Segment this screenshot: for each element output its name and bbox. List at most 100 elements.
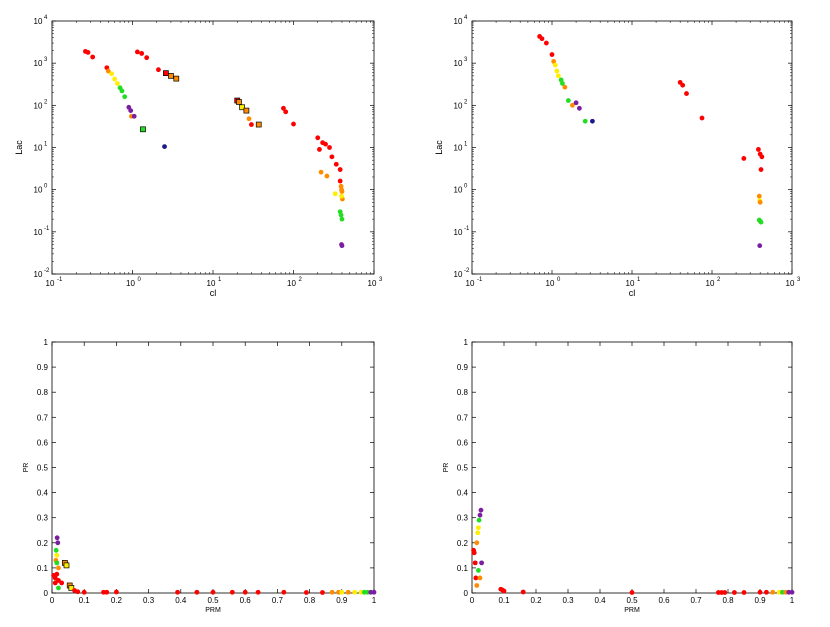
x-tick-label: 0.6 xyxy=(658,596,670,605)
y-tick-label: 10 xyxy=(34,186,43,195)
data-point xyxy=(281,105,286,111)
data-point xyxy=(756,193,762,199)
data-point xyxy=(333,161,339,167)
data-point xyxy=(789,589,795,595)
data-point xyxy=(156,67,161,73)
data-point xyxy=(303,590,309,595)
x-tick-exponent: -1 xyxy=(57,277,63,283)
data-point xyxy=(759,154,765,160)
data-point xyxy=(128,108,134,114)
y-tick-exponent: 4 xyxy=(44,15,48,21)
data-point xyxy=(680,82,686,88)
y-axis-label: Lac xyxy=(434,140,444,155)
data-point xyxy=(474,540,480,546)
y-tick-label: 10 xyxy=(454,101,463,110)
data-point xyxy=(476,568,481,573)
data-point xyxy=(549,52,555,57)
data-point xyxy=(554,68,560,74)
data-point xyxy=(520,589,526,595)
data-point xyxy=(684,91,689,96)
data-point xyxy=(291,121,296,127)
data-point xyxy=(194,589,200,595)
data-point xyxy=(323,141,328,147)
data-point xyxy=(339,243,345,249)
data-point xyxy=(339,589,345,595)
data-point xyxy=(722,590,728,595)
x-tick-label: 0.4 xyxy=(594,596,606,605)
x-tick-label: 10 xyxy=(626,279,635,288)
x-tick-label: 1 xyxy=(790,596,795,605)
x-tick-label: 0.3 xyxy=(562,596,574,605)
data-point xyxy=(337,178,343,184)
data-point xyxy=(229,589,235,595)
x-tick-label: 0.6 xyxy=(240,596,252,605)
y-axis-label: Lac xyxy=(14,140,24,155)
data-point xyxy=(741,156,747,161)
data-point xyxy=(337,167,343,172)
y-tick-label: 0.6 xyxy=(37,438,49,447)
data-point xyxy=(741,590,747,595)
y-tick-label: 10 xyxy=(454,17,463,26)
data-point xyxy=(52,575,58,581)
data-point xyxy=(757,199,763,205)
data-point xyxy=(475,530,481,536)
data-point xyxy=(283,109,289,115)
data-point xyxy=(339,193,344,199)
y-tick-label: 0.8 xyxy=(457,388,469,397)
x-tick-label: 0.2 xyxy=(530,596,542,605)
y-tick-label: 10 xyxy=(454,144,463,153)
data-point xyxy=(332,191,338,197)
data-point xyxy=(478,507,484,513)
data-point xyxy=(236,99,242,105)
y-tick-exponent: 0 xyxy=(464,184,468,190)
data-point xyxy=(53,547,59,553)
x-tick-label: 0.2 xyxy=(111,596,123,605)
y-tick-label: 1 xyxy=(44,338,49,347)
axes-frame xyxy=(51,20,375,275)
data-point xyxy=(55,540,61,546)
data-point xyxy=(590,118,595,124)
x-axis-label: PRM xyxy=(624,607,640,614)
data-point xyxy=(56,565,61,571)
data-point xyxy=(320,590,325,595)
x-tick-label: 0.9 xyxy=(336,596,348,605)
data-point xyxy=(54,535,60,541)
x-tick-label: 0.3 xyxy=(143,596,155,605)
data-point xyxy=(90,54,96,60)
y-tick-exponent: 2 xyxy=(464,99,468,105)
x-tick-label: 0.1 xyxy=(79,596,91,605)
y-tick-label: 10 xyxy=(34,101,43,110)
data-point xyxy=(144,55,150,61)
data-point xyxy=(68,585,75,591)
x-tick-exponent: 0 xyxy=(138,277,142,283)
data-point xyxy=(338,212,344,218)
data-point xyxy=(576,105,582,111)
y-tick-label: 0.9 xyxy=(37,363,49,372)
x-tick-label: 10 xyxy=(287,279,296,288)
x-tick-exponent: -1 xyxy=(477,277,483,283)
data-point xyxy=(755,147,761,152)
y-tick-label: 0.6 xyxy=(457,438,469,447)
data-point xyxy=(339,189,345,194)
data-point xyxy=(474,583,480,588)
x-tick-label: 0.4 xyxy=(175,596,187,605)
y-tick-label: 0.5 xyxy=(37,464,49,473)
data-point xyxy=(75,589,81,595)
data-point xyxy=(239,104,245,111)
data-point xyxy=(249,122,254,127)
y-tick-exponent: -1 xyxy=(44,226,50,232)
y-tick-exponent: 3 xyxy=(464,57,468,63)
y-tick-label: 0.1 xyxy=(457,564,469,573)
x-axis-label: PRM xyxy=(205,607,221,614)
data-point xyxy=(134,49,140,55)
y-tick-label: 10 xyxy=(34,59,43,68)
data-point xyxy=(345,589,351,595)
axes-frame xyxy=(471,341,793,594)
data-point xyxy=(112,76,118,82)
data-point xyxy=(501,588,507,594)
data-point xyxy=(699,115,705,121)
data-point xyxy=(327,145,332,150)
x-tick-label: 10 xyxy=(126,279,135,288)
x-tick-label: 0 xyxy=(50,596,55,605)
